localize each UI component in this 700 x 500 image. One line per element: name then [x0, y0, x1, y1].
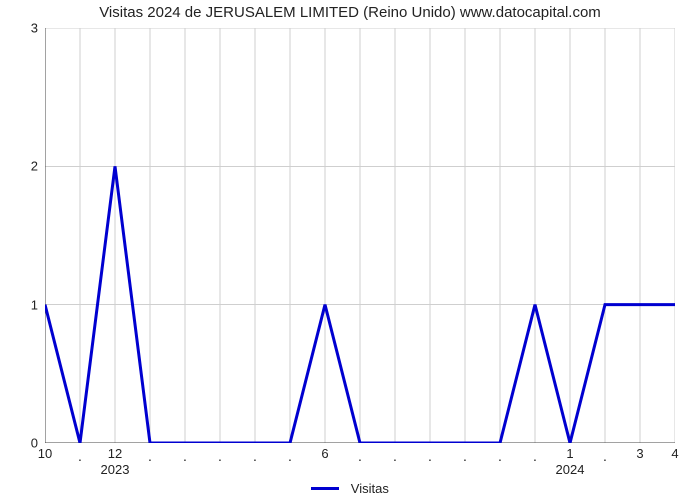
- chart-title: Visitas 2024 de JERUSALEM LIMITED (Reino…: [0, 4, 700, 21]
- x-minor-tick: .: [533, 448, 537, 464]
- legend-swatch: [311, 487, 339, 490]
- x-tick-label: 12: [108, 446, 122, 461]
- y-tick-label: 2: [31, 159, 38, 174]
- x-year-label: 2023: [101, 462, 130, 477]
- x-minor-tick: .: [603, 448, 607, 464]
- line-chart: Visitas 2024 de JERUSALEM LIMITED (Reino…: [0, 0, 700, 500]
- x-minor-tick: .: [393, 448, 397, 464]
- x-minor-tick: .: [463, 448, 467, 464]
- x-year-label: 2024: [556, 462, 585, 477]
- y-tick-label: 3: [31, 21, 38, 36]
- x-minor-tick: .: [78, 448, 82, 464]
- plot-area: [45, 28, 675, 443]
- legend: Visitas: [0, 480, 700, 496]
- x-tick-label: 6: [321, 446, 328, 461]
- y-tick-label: 1: [31, 297, 38, 312]
- x-tick-label: 1: [566, 446, 573, 461]
- x-tick-label: 3: [636, 446, 643, 461]
- x-minor-tick: .: [183, 448, 187, 464]
- x-minor-tick: .: [498, 448, 502, 464]
- x-tick-label: 4: [671, 446, 678, 461]
- x-minor-tick: .: [288, 448, 292, 464]
- legend-label: Visitas: [351, 481, 389, 496]
- x-minor-tick: .: [428, 448, 432, 464]
- x-minor-tick: .: [218, 448, 222, 464]
- x-minor-tick: .: [253, 448, 257, 464]
- x-minor-tick: .: [358, 448, 362, 464]
- x-tick-label: 10: [38, 446, 52, 461]
- x-minor-tick: .: [148, 448, 152, 464]
